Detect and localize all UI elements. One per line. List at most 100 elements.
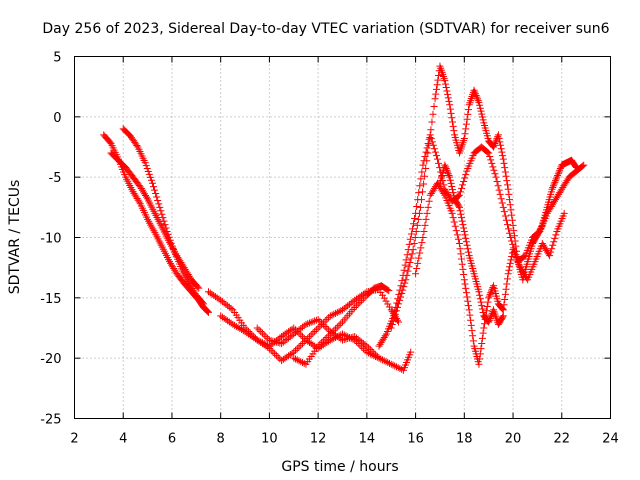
data-point (290, 324, 298, 332)
x-tick-label: 4 (119, 432, 127, 447)
data-point (493, 177, 501, 185)
data-point (332, 309, 340, 317)
data-point (502, 285, 510, 293)
data-point (503, 221, 511, 229)
data-point (580, 161, 588, 169)
data-point (403, 251, 411, 259)
data-point (269, 348, 277, 356)
data-point (501, 290, 509, 298)
data-point (497, 141, 505, 149)
data-point (345, 334, 353, 342)
x-tick-labels: 2 4 6 8 10 12 14 16 18 20 22 24 (70, 432, 618, 447)
data-point (471, 90, 479, 98)
data-point (476, 350, 484, 358)
data-point (483, 302, 491, 310)
data-point (511, 237, 519, 245)
data-point (442, 84, 450, 92)
data-point (304, 334, 312, 342)
data-point (498, 199, 506, 207)
data-point (423, 209, 431, 217)
data-point (406, 258, 414, 266)
data-point (417, 175, 425, 183)
data-point (420, 227, 428, 235)
data-point (260, 331, 268, 339)
data-point (456, 207, 464, 215)
data-point (328, 328, 336, 336)
data-point (502, 216, 510, 224)
data-point (486, 152, 494, 160)
data-point (507, 234, 515, 241)
data-point (382, 358, 390, 366)
data-point (462, 125, 470, 133)
data-point (412, 270, 420, 278)
data-point (410, 240, 418, 248)
data-point (446, 101, 454, 109)
data-point (397, 293, 405, 301)
data-point (460, 271, 468, 279)
data-point (415, 209, 423, 217)
data-point (337, 320, 345, 328)
data-point (401, 261, 409, 269)
data-point (316, 317, 324, 325)
series-trace-i (387, 62, 580, 332)
x-tick-label: 12 (310, 432, 327, 447)
data-point (466, 311, 474, 319)
tick-marks (74, 56, 611, 419)
data-point (473, 93, 481, 101)
data-point (431, 95, 439, 103)
y-tick-label: -25 (40, 413, 61, 428)
data-point (418, 168, 426, 176)
data-point (335, 321, 343, 329)
data-point (465, 306, 473, 314)
data-point (400, 266, 408, 274)
data-point (431, 148, 439, 156)
data-point (556, 166, 564, 174)
data-point (492, 173, 500, 181)
data-point (457, 210, 465, 218)
data-point (420, 180, 428, 188)
data-point (506, 259, 514, 267)
data-point (503, 181, 511, 189)
data-point (476, 291, 484, 299)
data-point (146, 173, 154, 181)
data-point (293, 356, 301, 364)
data-point (464, 245, 472, 253)
data-point (358, 297, 366, 305)
data-point (267, 346, 275, 354)
data-point (406, 235, 414, 243)
data-point (380, 294, 388, 302)
data-point (380, 357, 388, 365)
data-point (506, 201, 514, 209)
data-point (548, 245, 556, 253)
data-point (461, 130, 469, 138)
data-point (288, 349, 296, 357)
data-point (478, 110, 486, 118)
y-tick-labels: 5 0 -5 -10 -15 -20 -25 (40, 51, 61, 428)
data-point (154, 196, 162, 204)
data-point (505, 225, 513, 233)
data-point (474, 95, 482, 103)
data-point (396, 296, 404, 304)
data-point (478, 305, 486, 313)
data-point (365, 344, 373, 352)
data-point (311, 327, 319, 335)
data-point (499, 203, 507, 211)
data-point (267, 337, 275, 345)
data-point (461, 174, 469, 182)
data-point (446, 173, 454, 181)
data-point (550, 180, 558, 188)
data-point (497, 145, 505, 153)
data-point (428, 138, 436, 146)
data-point (415, 254, 423, 262)
data-point (427, 126, 435, 134)
data-point (151, 186, 159, 194)
data-point (556, 165, 564, 173)
data-point (555, 168, 563, 176)
data-point (506, 196, 514, 204)
data-point (551, 178, 559, 186)
data-point (366, 346, 374, 354)
data-point (424, 149, 432, 157)
data-point (375, 354, 383, 362)
data-point (447, 109, 455, 117)
data-point (361, 341, 369, 349)
